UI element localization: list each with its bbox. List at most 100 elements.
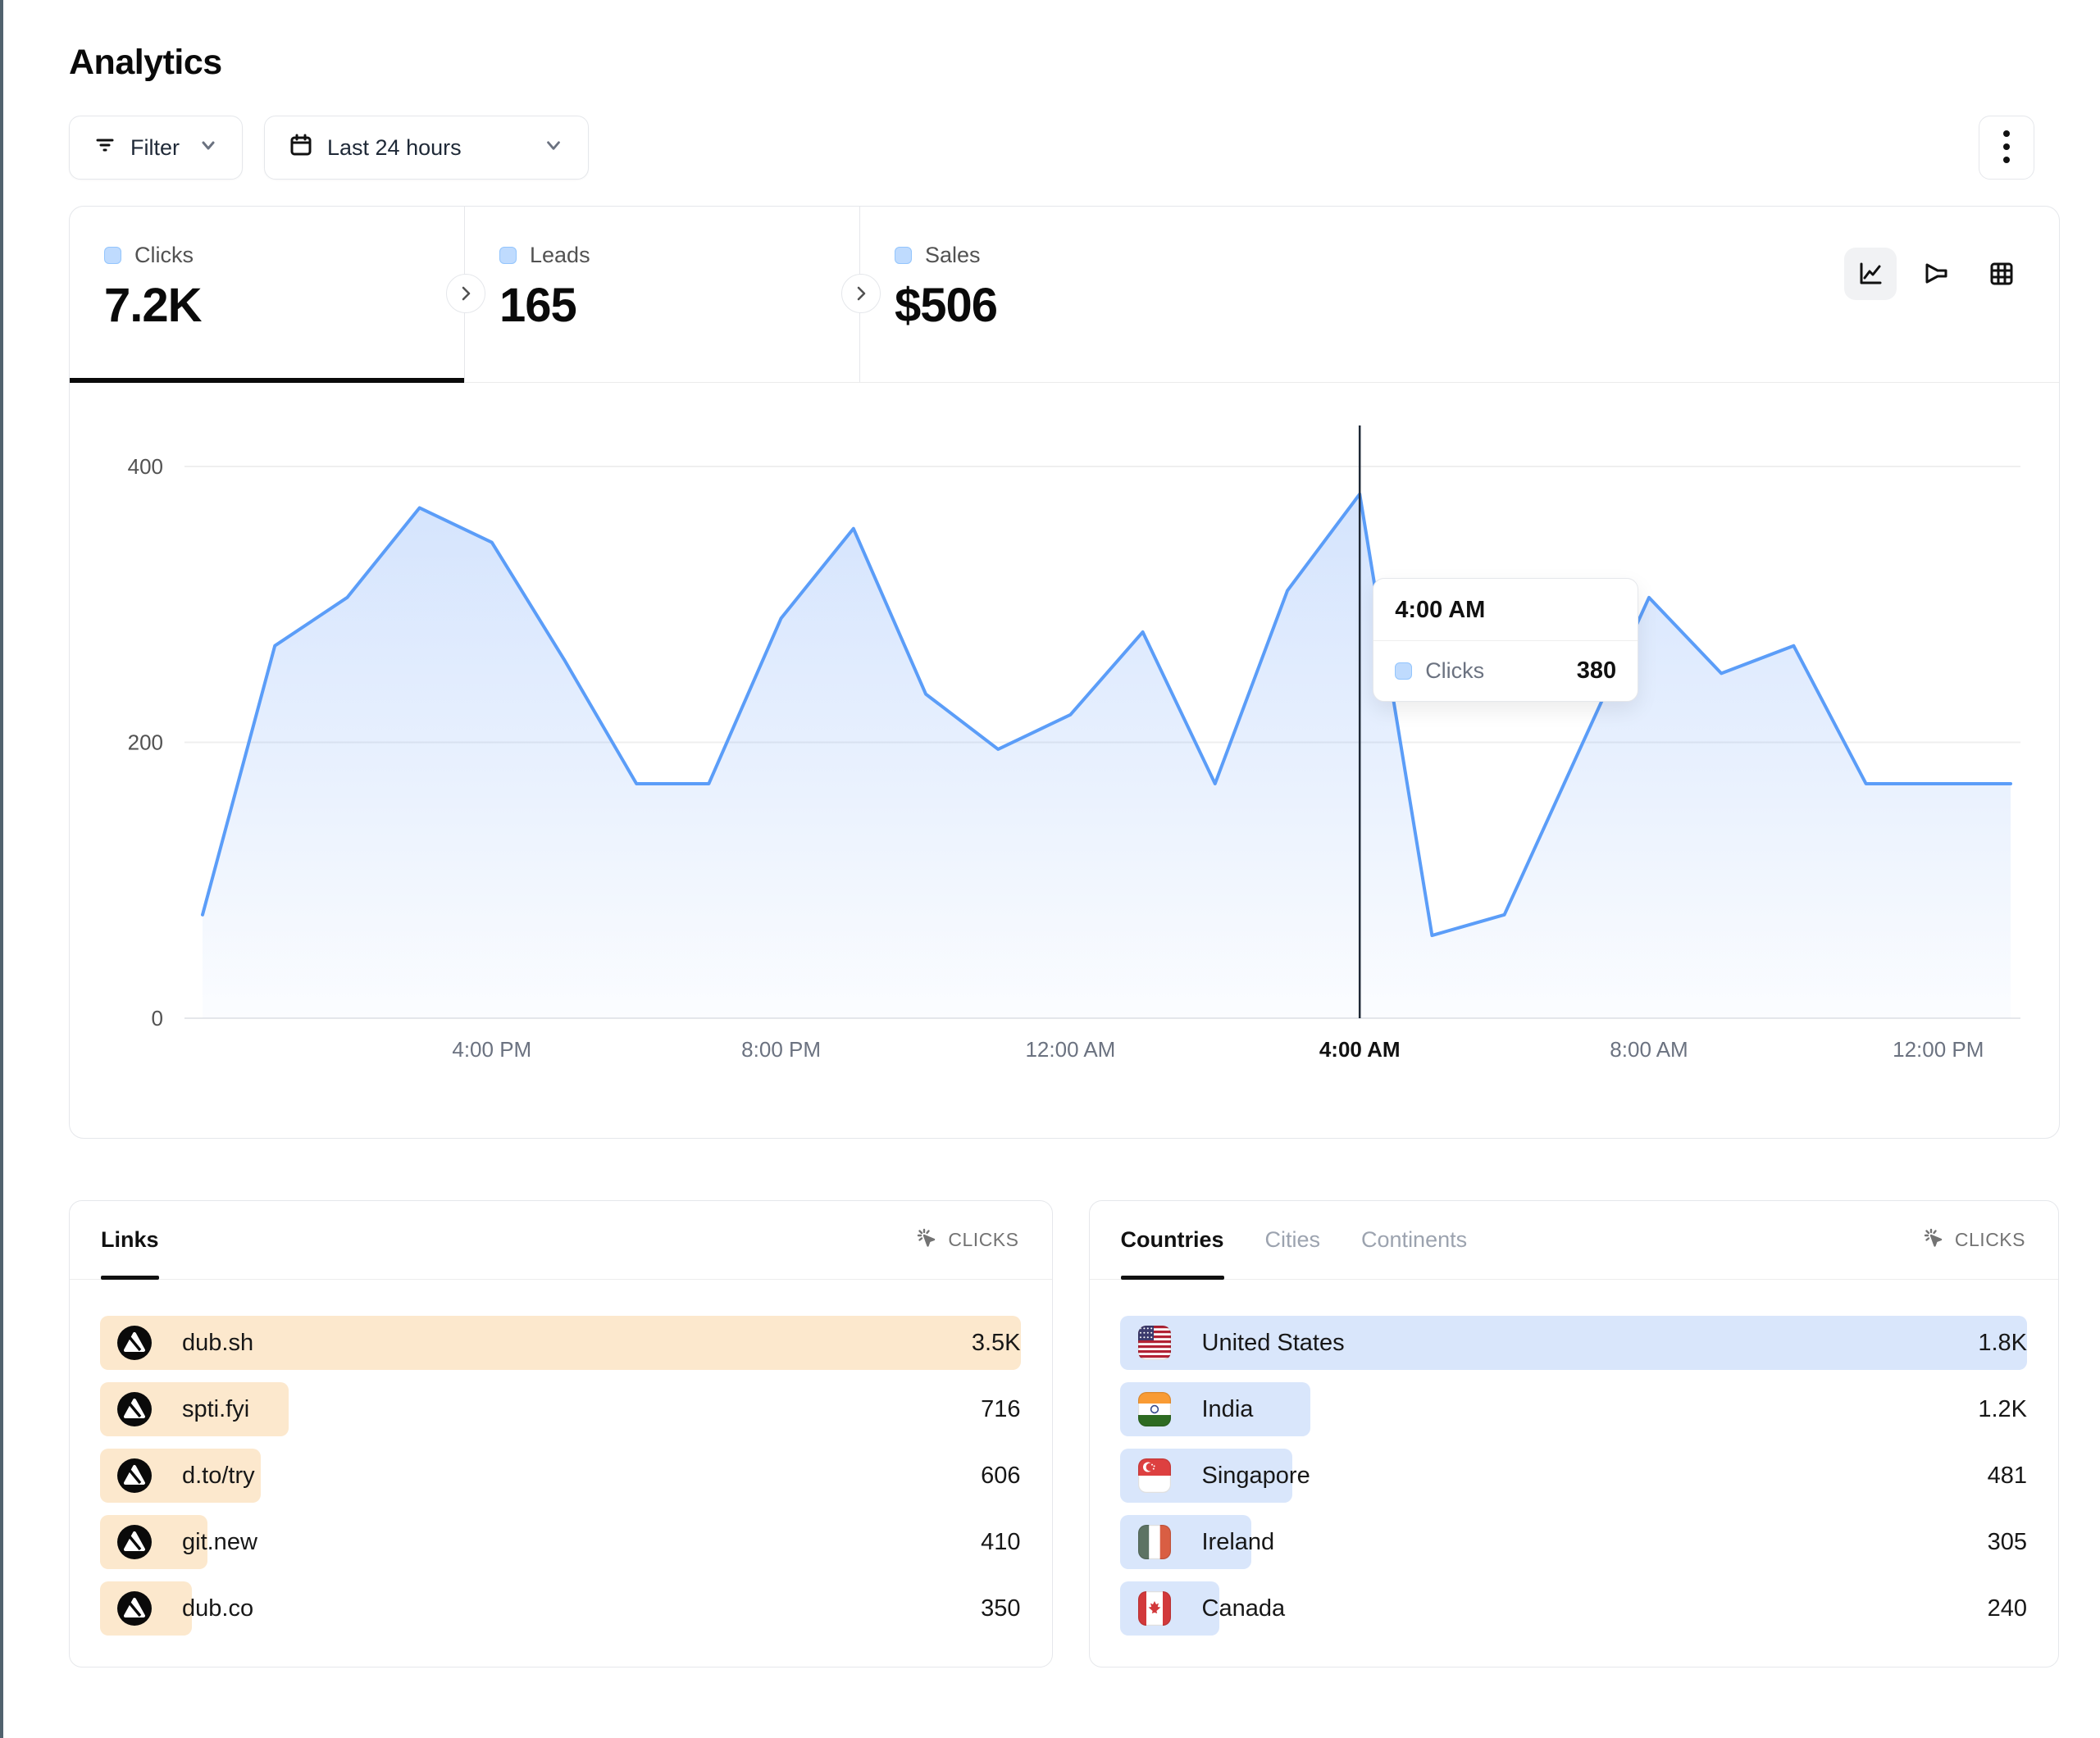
- table-grid-icon: [1990, 262, 2013, 285]
- filter-button-label: Filter: [130, 134, 180, 160]
- countries-panel-header: Countries Cities Continents CLICKS: [1089, 1201, 2058, 1280]
- x-axis-tick: 12:00 AM: [1025, 1037, 1115, 1062]
- item-value: 3.5K: [971, 1329, 1021, 1356]
- area-fill: [203, 494, 2011, 1018]
- y-axis-tick: 400: [128, 454, 163, 479]
- filter-button[interactable]: Filter: [69, 116, 243, 180]
- metric-label: CLICKS: [948, 1229, 1019, 1250]
- flag-in-icon: [1137, 1391, 1173, 1427]
- stat-value: $506: [895, 279, 998, 332]
- funnel-chart-icon: [1925, 263, 1947, 284]
- dub-logo-icon: [117, 1392, 152, 1426]
- tab-clicks[interactable]: Clicks 7.2K: [70, 207, 465, 383]
- flag-us-icon: [1137, 1325, 1173, 1361]
- chevron-right-icon: [462, 286, 471, 301]
- line-chart-view-button[interactable]: [1844, 248, 1897, 300]
- list-item-d-to-try[interactable]: d.to/try 606: [100, 1449, 1021, 1503]
- stat-label: Leads: [530, 243, 590, 267]
- item-value: 1.2K: [1978, 1395, 2027, 1422]
- dub-logo-icon: [116, 1590, 153, 1627]
- tooltip-series-label: Clicks: [1425, 658, 1485, 683]
- x-axis-tick: 8:00 PM: [741, 1037, 821, 1062]
- flag-ca-icon: [1137, 1590, 1173, 1627]
- leads-series-swatch-icon: [499, 247, 517, 264]
- links-panel-header: Links CLICKS: [70, 1201, 1052, 1280]
- cursor-click-icon: [1922, 1226, 1945, 1254]
- cursor-click-icon: [915, 1226, 938, 1254]
- list-item-ireland[interactable]: Ireland 305: [1119, 1515, 2027, 1569]
- calendar-icon: [288, 132, 314, 164]
- stat-value: 165: [499, 279, 577, 332]
- expand-leads-button[interactable]: [446, 274, 485, 313]
- funnel-chart-view-button[interactable]: [1910, 248, 1962, 300]
- item-value: 305: [1987, 1528, 2027, 1555]
- y-axis-tick: 0: [152, 1006, 163, 1031]
- item-label: Ireland: [1201, 1528, 1275, 1555]
- date-range-label: Last 24 hours: [327, 134, 462, 160]
- chevron-right-icon: [857, 286, 866, 301]
- dub-logo-icon: [116, 1458, 153, 1494]
- list-item-spti-fyi[interactable]: spti.fyi 716: [100, 1382, 1021, 1436]
- tab-sales[interactable]: Sales $506: [860, 207, 2059, 382]
- flag-sg-icon: [1137, 1458, 1171, 1493]
- list-item-india[interactable]: India 1.2K: [1119, 1382, 2027, 1436]
- expand-sales-button[interactable]: [841, 274, 881, 313]
- value-bar: [100, 1316, 1021, 1370]
- x-axis-tick: 4:00 PM: [452, 1037, 531, 1062]
- tab-links[interactable]: Links: [101, 1201, 159, 1280]
- list-item-canada[interactable]: Canada 240: [1119, 1581, 2027, 1636]
- list-item-singapore[interactable]: Singapore 481: [1119, 1449, 2027, 1503]
- x-axis-tick: 8:00 AM: [1610, 1037, 1688, 1062]
- item-label: dub.co: [182, 1595, 254, 1622]
- item-value: 606: [981, 1462, 1021, 1489]
- item-value: 240: [1987, 1595, 2027, 1622]
- date-range-button[interactable]: Last 24 hours: [264, 116, 589, 180]
- flag-ca-icon: [1137, 1591, 1171, 1626]
- tab-leads[interactable]: Leads 165: [465, 207, 860, 382]
- filter-lines-icon: [93, 133, 117, 163]
- dub-logo-icon: [116, 1391, 153, 1427]
- analytics-chart-card: Clicks 7.2K Leads 165 Sales $506: [69, 206, 2060, 1139]
- flag-sg-icon: [1137, 1458, 1173, 1494]
- line-chart-icon: [1860, 262, 1882, 284]
- more-options-button[interactable]: [1979, 116, 2034, 180]
- tab-countries[interactable]: Countries: [1120, 1201, 1224, 1280]
- item-value: 481: [1987, 1462, 2027, 1489]
- chart-tooltip: 4:00 AM Clicks 380: [1373, 578, 1639, 702]
- page-title: Analytics: [69, 43, 222, 82]
- item-label: Canada: [1201, 1595, 1286, 1622]
- item-label: dub.sh: [182, 1329, 254, 1356]
- list-item-git-new[interactable]: git.new 410: [100, 1515, 1021, 1569]
- list-item-dub-co[interactable]: dub.co 350: [100, 1581, 1021, 1636]
- stats-header: Clicks 7.2K Leads 165 Sales $506: [70, 207, 2059, 383]
- window-edge-strip: [0, 0, 3, 1738]
- chevron-down-icon: [198, 134, 219, 162]
- clicks-line: [201, 492, 2012, 938]
- y-axis-tick: 200: [128, 730, 163, 755]
- clicks-time-series-chart[interactable]: 0 200 400 4:00 PM 8:00 PM 12:00 AM 4:00 AM 8:00…: [70, 383, 2061, 1096]
- item-label: United States: [1201, 1329, 1345, 1356]
- item-value: 410: [981, 1528, 1021, 1555]
- metric-selector[interactable]: CLICKS: [1922, 1226, 2025, 1254]
- dub-logo-icon: [116, 1325, 153, 1361]
- stat-label: Sales: [925, 243, 981, 267]
- dub-logo-icon: [117, 1525, 152, 1559]
- analytics-page: Analytics Filter Last 24 hours: [69, 43, 2060, 1667]
- list-item-united-states[interactable]: United States 1.8K: [1119, 1316, 2027, 1370]
- countries-panel: Countries Cities Continents CLICKS United …: [1088, 1200, 2059, 1667]
- item-value: 716: [981, 1395, 1021, 1422]
- x-axis-tick: 12:00 PM: [1893, 1037, 1984, 1062]
- tab-continents[interactable]: Continents: [1361, 1227, 1468, 1252]
- area-chart-canvas: 0 200 400 4:00 PM 8:00 PM 12:00 AM 4:00 AM 8:00…: [128, 425, 2020, 1062]
- item-label: d.to/try: [182, 1462, 255, 1489]
- tab-cities[interactable]: Cities: [1264, 1227, 1321, 1252]
- dub-logo-icon: [117, 1326, 152, 1360]
- flag-us-icon: [1137, 1326, 1171, 1360]
- metric-selector[interactable]: CLICKS: [915, 1226, 1018, 1254]
- list-item-dub-sh[interactable]: dub.sh 3.5K: [100, 1316, 1021, 1370]
- table-view-button[interactable]: [1975, 248, 2028, 300]
- item-value: 350: [981, 1595, 1021, 1622]
- item-value: 1.8K: [1978, 1329, 2027, 1356]
- sales-series-swatch-icon: [895, 247, 912, 264]
- stat-value: 7.2K: [104, 279, 203, 332]
